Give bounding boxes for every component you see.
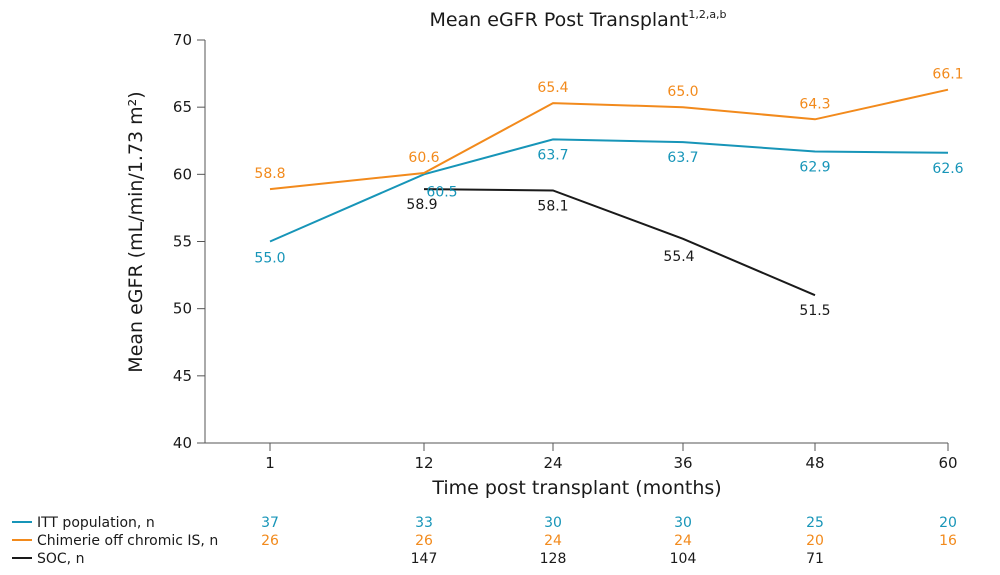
x-tick-label: 36 (673, 454, 692, 472)
patient-count: 25 (806, 515, 824, 531)
data-label: 58.8 (254, 166, 285, 182)
x-axis-ticks: 1 12 24 36 48 60 (265, 443, 958, 472)
series-line-1 (269, 88, 949, 191)
y-tick-label: 65 (173, 98, 192, 116)
chart-title-text: Mean eGFR Post Transplant (429, 9, 688, 31)
patient-count: 20 (806, 533, 824, 549)
y-tick-label: 60 (173, 165, 192, 183)
x-tick-label: 24 (543, 454, 562, 472)
x-tick-label: 48 (805, 454, 824, 472)
x-tick-label: 60 (938, 454, 957, 472)
data-label: 58.9 (406, 197, 437, 213)
patient-count: 30 (544, 515, 562, 531)
series-lines (269, 88, 949, 297)
x-tick-label: 12 (414, 454, 433, 472)
chart-title: Mean eGFR Post Transplant1,2,a,b (429, 8, 726, 31)
patient-count-table: ITT population, n 37 33 30 30 25 20 Chimerie of… (12, 515, 957, 567)
data-labels: 55.0 60.5 63.7 63.7 62.9 62.6 58.8 60.6 65.4 65.0… (254, 67, 963, 320)
patient-count: 33 (415, 515, 433, 531)
x-tick-label: 1 (265, 454, 275, 472)
patient-count: 20 (939, 515, 957, 531)
legend-row-label: SOC, n (37, 551, 84, 567)
data-label: 55.4 (663, 249, 694, 265)
data-label: 65.0 (667, 84, 698, 100)
data-label: 62.6 (932, 161, 963, 177)
series-line-2 (423, 188, 816, 297)
data-label: 60.5 (426, 184, 457, 200)
patient-count: 24 (674, 533, 692, 549)
legend-row-label: ITT population, n (37, 515, 155, 531)
y-tick-label: 40 (173, 434, 192, 452)
y-axis-label: Mean eGFR (mL/min/1.73 m²) (125, 91, 147, 372)
y-axis-ticks: 40 45 50 55 60 65 70 (173, 31, 205, 452)
data-label: 58.1 (537, 198, 568, 214)
legend-row-label: Chimerie off chromic IS, n (37, 533, 218, 549)
patient-count: 30 (674, 515, 692, 531)
patient-count: 104 (670, 551, 697, 567)
y-tick-label: 50 (173, 300, 192, 318)
data-label: 64.3 (799, 96, 830, 112)
patient-count: 71 (806, 551, 824, 567)
patient-count: 26 (415, 533, 433, 549)
data-label: 62.9 (799, 159, 830, 175)
y-tick-label: 55 (173, 233, 192, 251)
patient-count: 24 (544, 533, 562, 549)
chart-title-superscript: 1,2,a,b (688, 8, 726, 21)
data-label: 66.1 (932, 67, 963, 83)
data-label: 60.6 (408, 150, 439, 166)
y-tick-label: 45 (173, 367, 192, 385)
x-axis-label: Time post transplant (months) (431, 477, 721, 499)
patient-count: 16 (939, 533, 957, 549)
patient-count: 128 (540, 551, 567, 567)
patient-count: 37 (261, 515, 279, 531)
data-label: 51.5 (799, 303, 830, 319)
patient-count: 147 (411, 551, 438, 567)
y-tick-label: 70 (173, 31, 192, 49)
series-line-0 (269, 138, 949, 243)
data-label: 63.7 (667, 150, 698, 166)
data-label: 63.7 (537, 147, 568, 163)
patient-count: 26 (261, 533, 279, 549)
data-label: 55.0 (254, 251, 285, 267)
data-label: 65.4 (537, 80, 568, 96)
svg-text:Mean eGFR Post Transplant1,2,a: Mean eGFR Post Transplant1,2,a,b (429, 8, 726, 31)
